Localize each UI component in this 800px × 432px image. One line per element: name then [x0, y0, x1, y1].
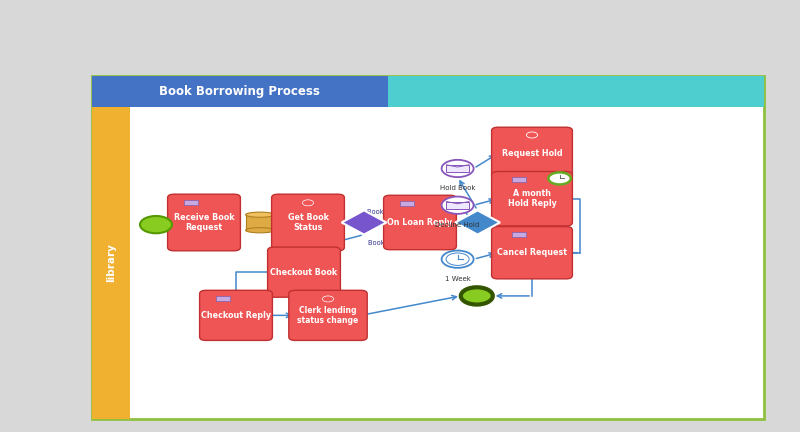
- Ellipse shape: [246, 228, 274, 233]
- FancyBboxPatch shape: [446, 201, 469, 209]
- Text: Checkout Book: Checkout Book: [270, 268, 338, 276]
- FancyBboxPatch shape: [246, 215, 274, 230]
- Text: On Loan Reply: On Loan Reply: [387, 218, 453, 227]
- Ellipse shape: [246, 212, 274, 217]
- FancyBboxPatch shape: [184, 200, 198, 205]
- Text: Hold Book: Hold Book: [440, 185, 475, 191]
- FancyBboxPatch shape: [168, 194, 240, 251]
- Circle shape: [549, 172, 571, 184]
- Circle shape: [446, 253, 469, 265]
- Circle shape: [442, 160, 474, 177]
- FancyBboxPatch shape: [400, 201, 414, 206]
- FancyBboxPatch shape: [92, 76, 388, 107]
- FancyBboxPatch shape: [216, 296, 230, 301]
- FancyBboxPatch shape: [92, 76, 764, 419]
- Text: Clerk lending
status change: Clerk lending status change: [298, 306, 358, 325]
- FancyBboxPatch shape: [491, 172, 573, 226]
- Circle shape: [140, 216, 172, 233]
- Text: library: library: [106, 244, 116, 282]
- FancyBboxPatch shape: [446, 165, 469, 172]
- Text: A month
Hold Reply: A month Hold Reply: [507, 189, 557, 208]
- Circle shape: [461, 287, 493, 305]
- FancyBboxPatch shape: [272, 194, 344, 251]
- Text: Get Book
Status: Get Book Status: [287, 213, 329, 232]
- Text: Decline Hold: Decline Hold: [435, 222, 480, 228]
- FancyBboxPatch shape: [384, 195, 456, 250]
- Text: Cancel Request: Cancel Request: [497, 248, 567, 257]
- Polygon shape: [342, 210, 386, 235]
- FancyBboxPatch shape: [92, 107, 130, 419]
- FancyBboxPatch shape: [491, 226, 573, 279]
- Circle shape: [442, 197, 474, 214]
- FancyBboxPatch shape: [267, 247, 341, 297]
- Text: Book Borrowing Process: Book Borrowing Process: [159, 85, 320, 98]
- FancyBboxPatch shape: [200, 290, 272, 340]
- Polygon shape: [455, 210, 500, 235]
- Text: Receive Book
Request: Receive Book Request: [174, 213, 234, 232]
- FancyBboxPatch shape: [512, 177, 526, 182]
- FancyBboxPatch shape: [289, 290, 367, 340]
- Text: Book is Loan: Book is Loan: [367, 209, 410, 215]
- Text: Book is Available: Book is Available: [368, 240, 425, 245]
- Text: Checkout Reply: Checkout Reply: [201, 311, 271, 320]
- FancyBboxPatch shape: [512, 232, 526, 237]
- FancyBboxPatch shape: [491, 127, 573, 180]
- Text: 1 Week: 1 Week: [445, 276, 470, 282]
- Circle shape: [442, 251, 474, 268]
- FancyBboxPatch shape: [92, 76, 764, 107]
- Text: Request Hold: Request Hold: [502, 149, 562, 158]
